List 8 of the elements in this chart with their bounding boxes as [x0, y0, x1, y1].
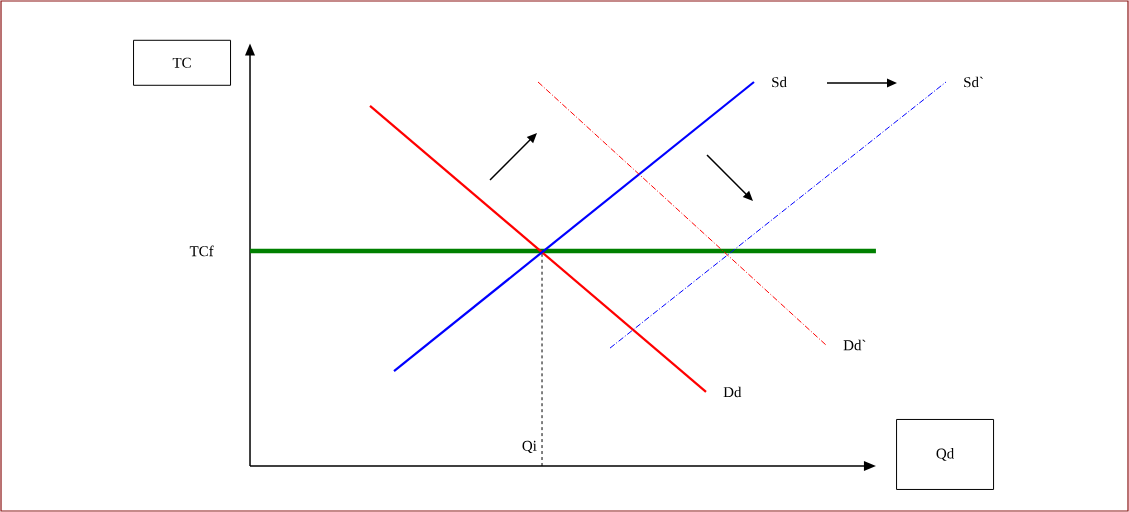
ref-line-label: TCf — [189, 245, 214, 257]
series-label: Dd` — [843, 339, 866, 351]
y-axis-title: TC — [172, 57, 191, 68]
x-axis-title: Qd — [936, 448, 954, 461]
series-label: Dd — [723, 386, 742, 398]
annotation: Qi — [522, 440, 537, 454]
series-label: Sd` — [964, 76, 983, 88]
series-label: Sd — [772, 76, 787, 88]
